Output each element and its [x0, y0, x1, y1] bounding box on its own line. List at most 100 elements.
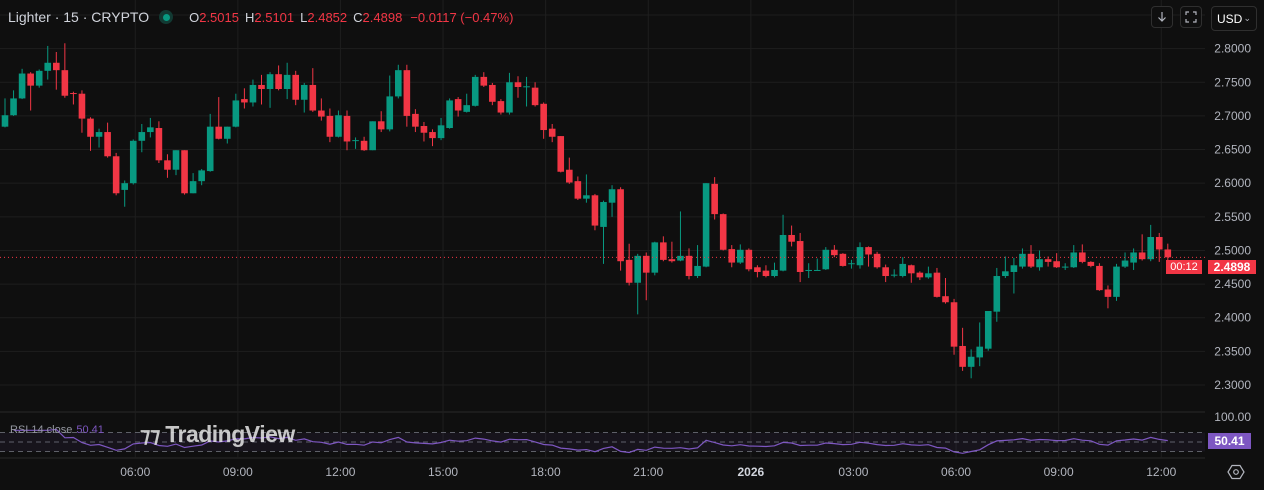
candle-body [343, 115, 351, 142]
candle-body [395, 70, 402, 97]
candle-body [147, 127, 154, 133]
candle-body [1087, 261, 1095, 266]
candle-body [583, 195, 590, 199]
settings-icon[interactable] [1227, 463, 1245, 481]
candle-body [266, 74, 274, 89]
time-axis-label: 06:00 [941, 465, 971, 479]
candle-body [352, 140, 359, 142]
candle-body [121, 183, 128, 190]
candle-body [1113, 266, 1120, 297]
candle-body [1010, 265, 1018, 272]
candle-body [412, 113, 419, 127]
candle-body [386, 96, 394, 130]
candle-body [318, 110, 325, 117]
candle-body [429, 132, 436, 139]
candle-body [360, 140, 368, 151]
candle-body [471, 76, 479, 106]
candle-body [164, 160, 171, 170]
candle-body [959, 345, 966, 367]
candle-body [1061, 266, 1069, 268]
rsi-pane [0, 428, 1205, 454]
candle-body [112, 156, 120, 194]
candle-body [489, 84, 496, 102]
candle-body [1, 115, 9, 127]
candle-body [993, 276, 1001, 312]
time-axis-label: 09:00 [1044, 465, 1074, 479]
price-axis-label: 2.6000 [1214, 176, 1251, 190]
candle-body [1164, 249, 1172, 258]
candle-body [737, 249, 744, 263]
candle-body [916, 272, 924, 278]
candle-body [420, 126, 428, 133]
candle-body [1130, 252, 1137, 263]
currency-dropdown[interactable]: USD ⌄ [1211, 6, 1257, 31]
current-price-tag: 2.4898 [1208, 260, 1256, 274]
candle-body [523, 86, 530, 88]
price-axis-label: 2.8000 [1214, 42, 1251, 56]
chevron-down-icon: ⌄ [1243, 13, 1251, 23]
low-value: 2.4852 [307, 9, 348, 25]
rsi-legend[interactable]: RSI 14 close 50.41 [10, 424, 104, 436]
candle-body [27, 73, 34, 86]
time-axis-label: 15:00 [428, 465, 458, 479]
candle-body [506, 82, 513, 113]
candle-body [1070, 252, 1078, 268]
candle-body [950, 302, 958, 347]
candle-body [172, 150, 180, 170]
tradingview-watermark-logo[interactable]: ⁊⁊ TradingView [140, 421, 295, 447]
candle-body [129, 140, 137, 184]
candle-body [224, 126, 231, 139]
candle-body [694, 265, 701, 277]
candle-body [1002, 271, 1009, 277]
current-price: 2.4898 [1213, 260, 1251, 274]
close-value: 2.4898 [362, 9, 403, 25]
candle-body [497, 101, 505, 113]
candle-body [600, 202, 607, 227]
candle-body [189, 181, 197, 194]
candle-body [514, 82, 522, 87]
open-label: O [189, 9, 200, 25]
rsi-legend-value: 50.41 [76, 424, 104, 436]
candle-body [796, 241, 804, 272]
time-axis[interactable]: 06:00 09:00 12:00 15:00 18:00 21:00 2026 03:00 0… [120, 465, 1176, 479]
candle-body [1155, 237, 1163, 250]
close-label: C [353, 9, 363, 25]
price-axis-label: 2.4000 [1214, 311, 1251, 325]
candle-body [899, 263, 907, 277]
price-axis[interactable]: 2.85002.80002.75002.70002.65002.60002.55… [1205, 0, 1264, 490]
candle-body [728, 249, 736, 263]
candle-body [651, 242, 659, 273]
candle-body [754, 267, 761, 272]
low-label: L [300, 9, 308, 25]
candle-body [283, 74, 291, 89]
time-axis-label: 03:00 [838, 465, 868, 479]
price-axis-label: 2.3000 [1214, 378, 1251, 392]
candle-body [198, 170, 205, 182]
scroll-to-latest-button[interactable] [1151, 6, 1173, 28]
candle-body [967, 356, 975, 367]
candle-body [1104, 289, 1112, 297]
candle-body [300, 84, 308, 100]
candle-body [155, 128, 163, 161]
candle-body [617, 189, 624, 262]
candle-body [942, 296, 949, 303]
candle-body [813, 269, 821, 271]
symbol-title[interactable]: Lighter · 15 · CRYPTO [8, 9, 150, 25]
candle-body [779, 234, 787, 271]
candle-body [446, 100, 453, 129]
fullscreen-button[interactable] [1180, 6, 1202, 28]
candle-body [377, 121, 385, 130]
candle-body [660, 242, 667, 260]
candle-body [531, 87, 539, 106]
candle-body [1079, 252, 1086, 262]
candle-body [275, 74, 282, 89]
candle-body [1147, 237, 1154, 260]
candle-body [463, 105, 470, 112]
rsi-axis-label: 100.00 [1214, 410, 1251, 424]
candle-body [668, 259, 676, 262]
candle-body [35, 70, 43, 86]
candle-body [634, 255, 641, 283]
time-axis-label: 2026 [737, 465, 764, 479]
candle-body [540, 103, 547, 131]
